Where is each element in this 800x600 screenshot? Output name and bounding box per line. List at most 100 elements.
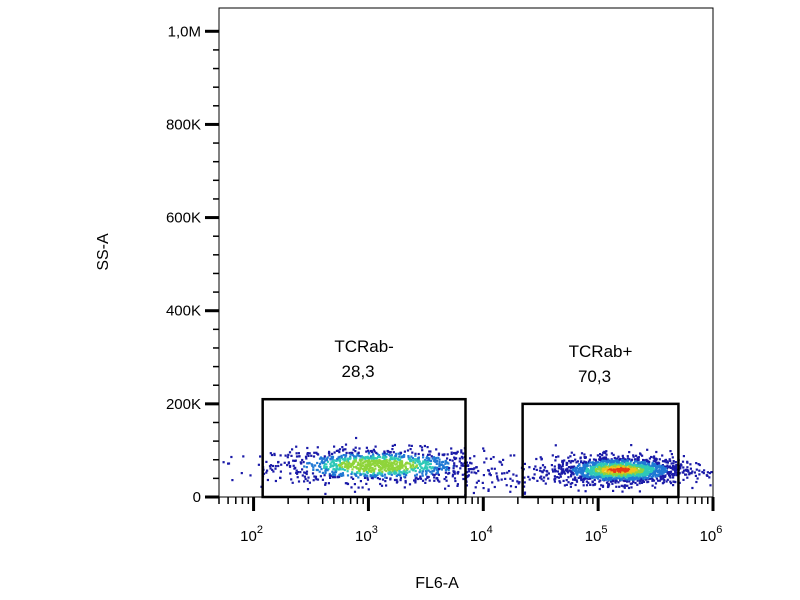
- event-dot: [373, 459, 376, 463]
- event-dot: [345, 463, 348, 466]
- event-dot: [594, 465, 597, 468]
- event-dot: [376, 472, 379, 475]
- event-dot: [587, 460, 590, 463]
- event-dot: [597, 467, 600, 470]
- event-dot: [633, 467, 637, 470]
- event-dot: [380, 467, 383, 470]
- event-dot: [622, 485, 625, 488]
- event-dot: [578, 471, 581, 474]
- event-dot: [469, 457, 472, 460]
- event-dot: [423, 444, 426, 448]
- event-dot: [472, 491, 475, 495]
- event-dot: [231, 479, 234, 482]
- event-dot: [600, 476, 603, 479]
- event-dot: [672, 462, 675, 465]
- event-dot: [695, 480, 698, 484]
- event-dot: [344, 482, 347, 485]
- event-dot: [461, 463, 464, 466]
- event-dot: [606, 459, 610, 462]
- event-dot: [384, 476, 387, 479]
- event-dot: [446, 468, 449, 471]
- event-dot: [605, 470, 608, 473]
- event-dot: [586, 464, 589, 467]
- event-dot: [321, 478, 324, 481]
- event-dot: [301, 468, 304, 471]
- event-dot: [330, 461, 333, 464]
- event-dot: [604, 474, 607, 477]
- event-dot: [601, 484, 605, 487]
- event-dot: [385, 460, 388, 463]
- event-dot: [428, 479, 431, 482]
- event-dot: [329, 476, 332, 479]
- event-dot: [586, 475, 589, 479]
- event-dot: [338, 464, 341, 468]
- event-dot: [616, 468, 619, 472]
- event-dot: [289, 472, 292, 475]
- event-dot: [451, 473, 455, 476]
- event-dot: [556, 476, 559, 479]
- event-dot: [416, 459, 419, 462]
- event-dot: [654, 466, 657, 469]
- event-dot: [354, 455, 357, 458]
- event-dot: [627, 468, 630, 471]
- event-dot: [262, 472, 266, 475]
- event-dot: [372, 453, 375, 456]
- event-dot: [306, 479, 309, 482]
- event-dot: [509, 485, 513, 488]
- event-dot: [706, 471, 709, 474]
- event-dot: [648, 460, 651, 463]
- event-dot: [605, 463, 609, 466]
- event-dot: [671, 465, 675, 468]
- event-dot: [462, 452, 465, 455]
- event-dot: [604, 478, 607, 482]
- event-dot: [436, 477, 439, 480]
- event-dot: [430, 467, 433, 470]
- event-dot: [393, 472, 396, 475]
- event-dot: [541, 464, 545, 467]
- event-dot: [628, 480, 631, 483]
- event-dot: [622, 476, 625, 479]
- event-dot: [639, 453, 642, 456]
- event-dot: [357, 463, 360, 466]
- event-dot: [295, 469, 298, 472]
- event-dot: [446, 457, 449, 460]
- event-dot: [390, 473, 393, 476]
- event-dot: [328, 472, 331, 476]
- event-dot: [290, 478, 293, 481]
- event-dot: [573, 467, 576, 470]
- event-dot: [324, 492, 327, 495]
- event-dot: [671, 466, 674, 469]
- event-dot: [638, 462, 642, 465]
- event-dot: [444, 471, 447, 474]
- event-dot: [382, 460, 385, 463]
- event-dot: [304, 477, 307, 480]
- event-dot: [333, 459, 336, 462]
- event-dot: [342, 474, 345, 477]
- event-dot: [651, 479, 654, 482]
- event-dot: [389, 477, 392, 480]
- event-dot: [399, 476, 402, 479]
- event-dot: [639, 479, 642, 482]
- event-dot: [589, 470, 593, 473]
- event-dot: [412, 469, 415, 472]
- event-dot: [487, 488, 490, 491]
- event-dot: [326, 460, 330, 463]
- event-dot: [227, 462, 230, 465]
- event-dot: [490, 467, 493, 470]
- event-dot: [489, 474, 492, 477]
- event-dot: [629, 460, 632, 463]
- event-dot: [363, 476, 367, 479]
- event-dot: [331, 452, 334, 455]
- event-dot: [477, 479, 480, 482]
- event-dot: [645, 478, 648, 481]
- event-dot: [540, 470, 543, 473]
- event-dot: [590, 475, 593, 478]
- event-dot: [568, 459, 571, 463]
- event-dot: [338, 451, 341, 454]
- event-dot: [370, 457, 373, 460]
- event-dot: [562, 479, 565, 482]
- event-dot: [630, 444, 633, 447]
- event-dot: [324, 459, 327, 462]
- event-dot: [332, 472, 335, 475]
- event-dot: [643, 474, 646, 477]
